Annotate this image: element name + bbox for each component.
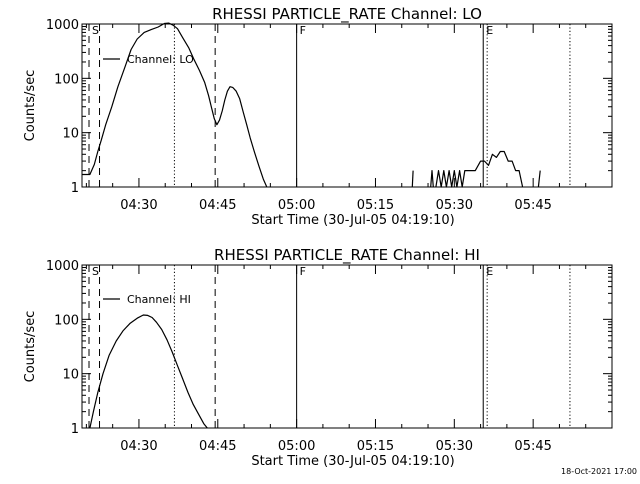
chart-title: RHESSI PARTICLE_RATE Channel: LO xyxy=(212,5,482,24)
marker-label: F xyxy=(300,24,306,37)
series-line xyxy=(82,22,268,188)
plot-frame xyxy=(81,23,613,188)
marker-label: S xyxy=(92,24,99,37)
x-tick-label: 04:45 xyxy=(199,439,236,454)
series-line xyxy=(411,170,414,188)
x-tick-label: 04:30 xyxy=(120,439,157,454)
y-axis-label: Counts/sec xyxy=(23,70,38,142)
y-tick-label: 1 xyxy=(71,181,79,196)
y-tick-label: 1000 xyxy=(46,259,79,274)
x-tick-label: 04:30 xyxy=(120,198,157,213)
y-tick-label: 100 xyxy=(54,72,79,87)
series-line xyxy=(430,170,434,188)
y-axis-label: Counts/sec xyxy=(23,311,38,383)
x-axis-label: Start Time (30-Jul-05 04:19:10) xyxy=(251,213,454,228)
marker-label: S xyxy=(92,265,99,278)
y-tick-label: 100 xyxy=(54,313,79,328)
y-tick-label: 1000 xyxy=(46,18,79,33)
x-tick-label: 05:00 xyxy=(278,439,315,454)
x-tick-label: 05:45 xyxy=(514,439,551,454)
y-tick-label: 10 xyxy=(62,127,79,142)
x-tick-label: 04:45 xyxy=(199,198,236,213)
x-tick-label: 05:30 xyxy=(436,198,473,213)
marker-label: F xyxy=(300,265,306,278)
plot-frame xyxy=(81,264,613,429)
y-tick-label: 10 xyxy=(62,368,79,383)
x-axis-label: Start Time (30-Jul-05 04:19:10) xyxy=(251,454,454,469)
x-tick-label: 05:15 xyxy=(357,439,394,454)
x-tick-label: 05:30 xyxy=(436,439,473,454)
x-tick-label: 05:15 xyxy=(357,198,394,213)
legend-label: Channel: HI xyxy=(127,293,191,306)
series-line xyxy=(89,314,208,429)
marker-label: E xyxy=(486,265,493,278)
y-tick-label: 1 xyxy=(71,422,79,437)
series-line xyxy=(537,170,541,188)
x-tick-label: 05:00 xyxy=(278,198,315,213)
footer-timestamp: 18-Oct-2021 17:00 xyxy=(561,467,637,476)
legend-label: Channel: LO xyxy=(127,53,194,66)
chart-title: RHESSI PARTICLE_RATE Channel: HI xyxy=(214,246,480,265)
series-line xyxy=(435,150,524,188)
marker-label: E xyxy=(486,24,493,37)
x-tick-label: 05:45 xyxy=(514,198,551,213)
